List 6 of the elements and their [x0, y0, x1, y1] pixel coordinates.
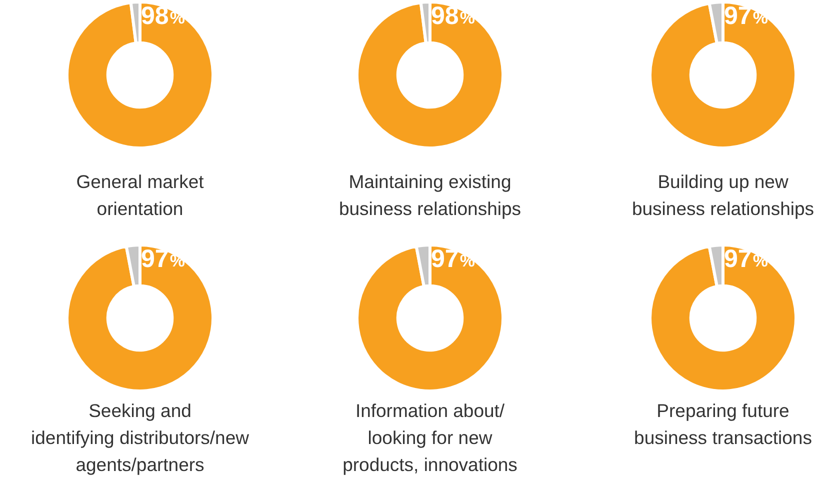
- text: Preparing future business transactions: [633, 399, 813, 450]
- text: Building up new business relationships: [630, 170, 816, 221]
- text: Information about/ looking for new products, innovations: [342, 399, 518, 477]
- text: Maintaining existing business relationships: [338, 170, 522, 221]
- text: General market orientation: [75, 170, 205, 221]
- text: Seeking and identifying distributors/new agents/partners: [30, 399, 250, 477]
